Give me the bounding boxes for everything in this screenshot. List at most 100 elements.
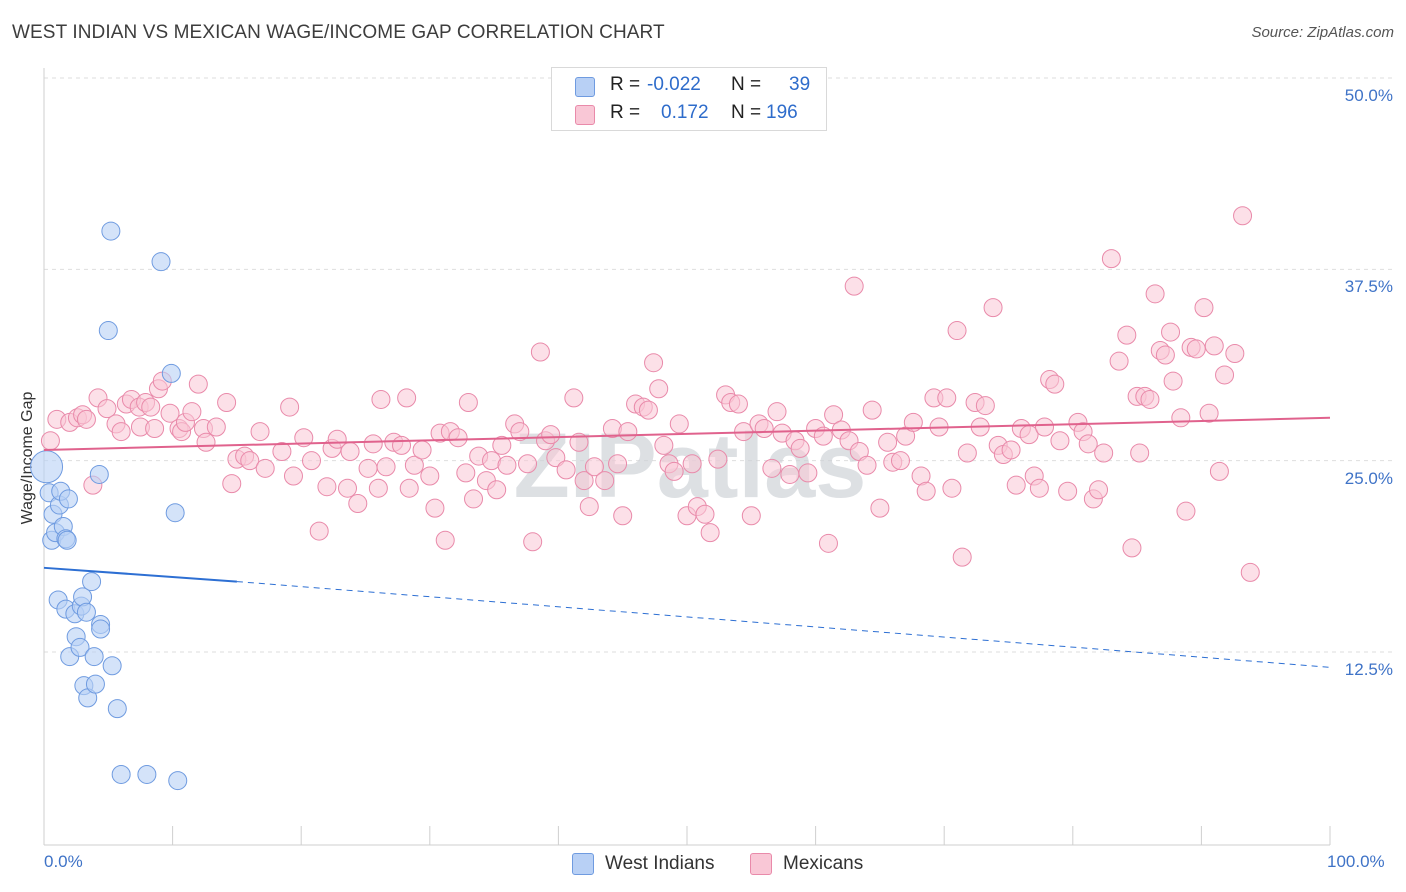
west-indians-point: [91, 619, 111, 639]
mexicans-point: [649, 379, 669, 399]
mexicans-point: [404, 455, 424, 475]
mexicans-point: [188, 374, 208, 394]
mexicans-point: [317, 477, 337, 497]
mexicans-point: [1209, 461, 1229, 481]
y-tick-label: 12.5%: [1344, 660, 1393, 679]
mexicans-point: [363, 434, 383, 454]
mexicans-point: [337, 478, 357, 498]
west-indians-point: [76, 602, 96, 622]
mexicans-point: [957, 443, 977, 463]
mexicans-point: [682, 454, 702, 474]
mexicans-point: [464, 489, 484, 509]
stats-box: R = -0.022 N = 39 R = 0.172 N = 196: [551, 67, 827, 131]
mexicans-point: [397, 388, 417, 408]
mexicans-point: [862, 400, 882, 420]
mexicans-point: [942, 478, 962, 498]
mexicans-point: [399, 478, 419, 498]
r-label: R =: [610, 102, 641, 123]
mexicans-point: [456, 463, 476, 483]
mexicans-point: [371, 389, 391, 409]
mexicans-point: [1204, 336, 1224, 356]
mexicans-point: [1163, 371, 1183, 391]
mexicans-point: [608, 454, 628, 474]
mexicans-points: [40, 206, 1260, 582]
r-label: R =: [610, 74, 641, 95]
mexicans-point: [1122, 538, 1142, 558]
mexicans-point: [1171, 408, 1191, 428]
west-indians-points: [30, 221, 188, 791]
trend-lines: [43, 416, 1331, 668]
legend-label: Mexicans: [783, 853, 864, 874]
mexicans-trend-line: [43, 416, 1331, 451]
mexicans-point: [280, 397, 300, 417]
mexicans-point: [420, 466, 440, 486]
mexicans-point: [412, 440, 432, 460]
west-indians-point: [168, 771, 188, 791]
west-indians-point: [84, 647, 104, 667]
mexicans-point: [111, 422, 131, 442]
mexicans-point: [368, 478, 388, 498]
west-indians-swatch: [575, 77, 595, 97]
mexicans-point: [348, 494, 368, 514]
mexicans-point: [728, 394, 748, 414]
mexicans-point: [654, 435, 674, 455]
west-indians-point: [58, 489, 78, 509]
west-indians-point: [165, 503, 185, 523]
mexicans-point: [1001, 440, 1021, 460]
mexicans-point: [76, 409, 96, 429]
west-indians-point: [89, 464, 109, 484]
mexicans-point: [937, 388, 957, 408]
mexicans-point: [618, 422, 638, 442]
mexicans-point: [1050, 431, 1070, 451]
mexicans-point: [1215, 365, 1235, 385]
mexicans-point: [595, 471, 615, 491]
mexicans-point: [556, 460, 576, 480]
gridlines: [44, 77, 1392, 653]
mexicans-point: [530, 342, 550, 362]
mexicans-point: [1035, 417, 1055, 437]
mexicans-point: [695, 504, 715, 524]
legend-label: West Indians: [605, 853, 715, 874]
west-indians-point: [161, 363, 181, 383]
mexicans-point: [1233, 206, 1253, 226]
mexicans-point: [1186, 339, 1206, 359]
mexicans-point: [97, 399, 117, 419]
mexicans-point: [878, 432, 898, 452]
west-indians-point: [151, 252, 171, 272]
west-indians-trend-extension: [236, 581, 1331, 668]
mexicans-point: [294, 428, 314, 448]
mexicans-point: [780, 464, 800, 484]
y-tick-label: 25.0%: [1344, 468, 1393, 488]
chart-title: WEST INDIAN VS MEXICAN WAGE/INCOME GAP C…: [12, 22, 665, 43]
mexicans-point: [975, 396, 995, 416]
mexicans-point: [952, 547, 972, 567]
mexicans-point: [518, 454, 538, 474]
stats-row-mexicans: R = 0.172 N = 196: [552, 102, 826, 128]
mexicans-swatch: [750, 853, 772, 875]
x-tick-max: 100.0%: [1327, 852, 1385, 871]
mexicans-point: [255, 458, 275, 478]
mexicans-point: [1089, 480, 1109, 500]
west-indians-swatch: [572, 853, 594, 875]
mexicans-point: [145, 419, 165, 439]
mexicans-point: [1145, 284, 1165, 304]
west-indians-point: [57, 530, 77, 550]
mexicans-point: [1240, 562, 1260, 582]
mexicans-point: [546, 448, 566, 468]
mexicans-point: [492, 435, 512, 455]
n-value: 39: [789, 74, 811, 95]
west-indians-point: [98, 321, 118, 341]
mexicans-point: [1199, 403, 1219, 423]
mexicans-point: [564, 388, 584, 408]
mexicans-swatch: [575, 105, 595, 125]
mexicans-point: [217, 393, 237, 413]
y-tick-label: 50.0%: [1344, 86, 1393, 105]
mexicans-point: [1225, 344, 1245, 364]
mexicans-point: [1109, 351, 1129, 371]
mexicans-point: [358, 458, 378, 478]
mexicans-point: [818, 533, 838, 553]
west-indians-point: [102, 656, 122, 676]
mexicans-point: [1176, 501, 1196, 521]
n-label: N =: [731, 74, 762, 95]
